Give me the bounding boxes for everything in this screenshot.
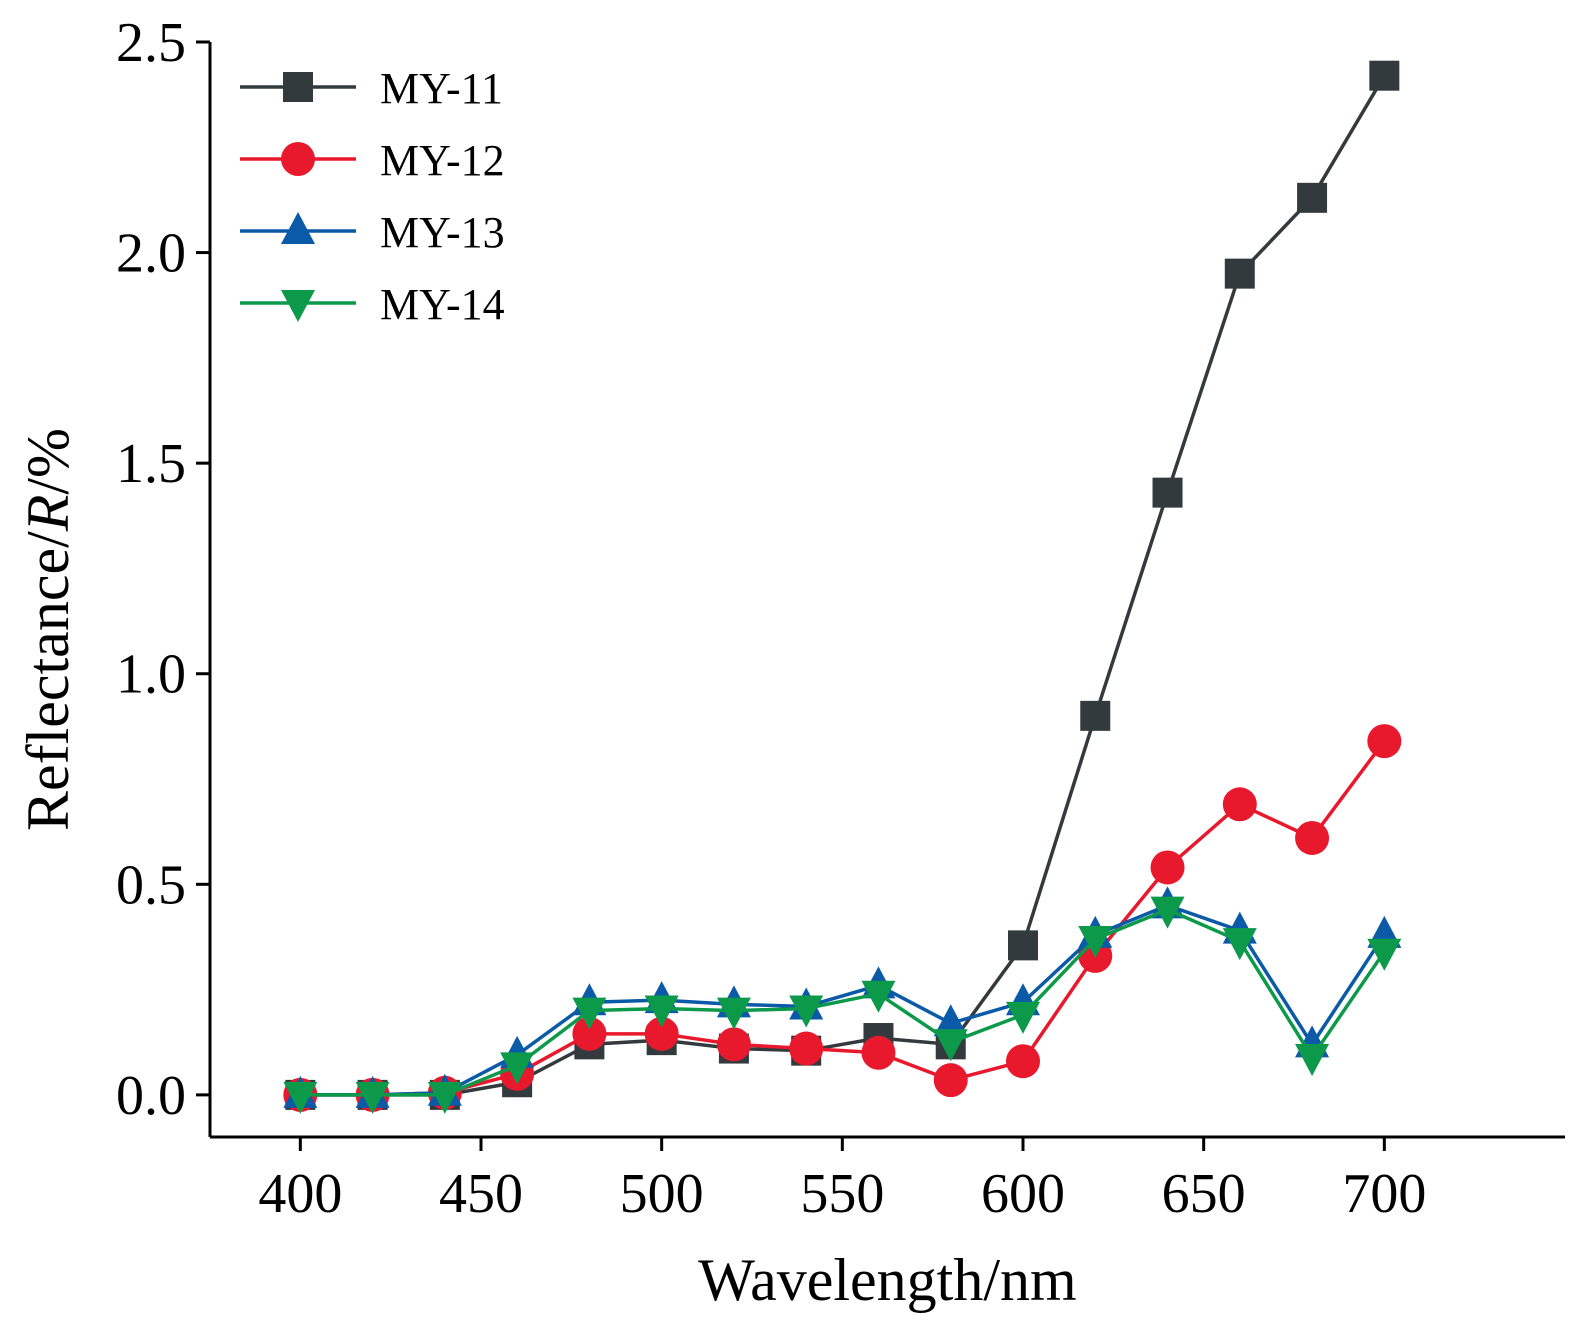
- data-point: [1152, 477, 1183, 508]
- legend-entry: MY-13: [240, 208, 505, 257]
- data-point: [1006, 1044, 1040, 1079]
- legend-label: MY-13: [380, 208, 505, 257]
- legend-marker: [281, 290, 315, 322]
- data-point: [716, 1027, 751, 1062]
- data-point: [1297, 182, 1328, 213]
- y-ticks: 0.0 0.5 1.0 1.5 2.0 2.5: [116, 12, 210, 1127]
- x-tick-label: 700: [1342, 1163, 1426, 1225]
- data-point: [933, 1004, 968, 1037]
- legend-label: MY-12: [380, 136, 505, 185]
- data-point: [1006, 1001, 1040, 1034]
- series-my-14: [283, 896, 1402, 1114]
- data-point: [1008, 930, 1038, 961]
- data-point: [1222, 787, 1257, 822]
- x-ticks: 400 450 500 550 600 650 700: [258, 1137, 1426, 1225]
- x-tick-label: 500: [620, 1163, 704, 1225]
- legend-entry: MY-11: [240, 64, 503, 113]
- data-point: [1150, 896, 1185, 929]
- data-point: [427, 1081, 462, 1114]
- data-point: [644, 995, 679, 1028]
- data-point: [1150, 850, 1185, 885]
- data-point: [355, 1081, 390, 1114]
- data-point: [1295, 1043, 1330, 1076]
- data-point: [1295, 820, 1330, 855]
- series-line: [300, 907, 1386, 1097]
- data-point: [716, 997, 751, 1030]
- legend-label: MY-11: [380, 64, 503, 113]
- y-tick-label: 2.0: [116, 223, 186, 285]
- series-line: [300, 903, 1386, 1097]
- data-point: [789, 995, 824, 1028]
- x-tick-label: 450: [439, 1163, 523, 1225]
- data-point: [1222, 928, 1257, 961]
- legend-entry: MY-14: [240, 280, 505, 329]
- data-point: [572, 997, 607, 1030]
- data-point: [644, 1016, 679, 1051]
- series-line: [300, 74, 1386, 1097]
- data-point: [283, 1081, 318, 1114]
- x-axis-label: Wavelength/nm: [698, 1247, 1076, 1313]
- data-point: [1367, 938, 1402, 971]
- legend-entry: MY-12: [240, 136, 505, 185]
- y-tick-label: 0.0: [116, 1065, 186, 1127]
- data-point: [861, 1035, 896, 1070]
- data-point: [1224, 258, 1255, 289]
- series-my-12: [283, 724, 1402, 1112]
- y-axis-label-italic: R: [15, 495, 81, 533]
- series-my-13: [283, 886, 1402, 1108]
- x-tick-label: 650: [1162, 1163, 1246, 1225]
- y-tick-label: 0.5: [116, 854, 186, 916]
- y-axis-label-prefix: Reflectance/: [15, 531, 81, 831]
- data-point: [572, 1016, 607, 1051]
- y-tick-label: 1.0: [116, 644, 186, 706]
- legend-label: MY-14: [380, 280, 505, 329]
- y-axis-label-suffix: /%: [15, 428, 81, 495]
- legend-marker: [281, 142, 315, 176]
- x-tick-label: 400: [258, 1163, 342, 1225]
- data-point: [500, 1052, 535, 1085]
- y-tick-label: 1.5: [116, 433, 186, 495]
- data-point: [1080, 700, 1111, 731]
- x-tick-label: 550: [800, 1163, 884, 1225]
- data-point: [861, 980, 896, 1013]
- y-tick-label: 2.5: [116, 12, 186, 74]
- series-layer: [283, 60, 1402, 1114]
- legend-marker: [283, 72, 313, 102]
- series-line: [300, 740, 1386, 1097]
- legend-marker: [281, 212, 315, 244]
- x-tick-label: 600: [981, 1163, 1065, 1225]
- data-point: [789, 1031, 824, 1066]
- legend: MY-11 MY-12 MY-13 MY-14: [240, 64, 505, 329]
- y-axis-label: Reflectance/R/%: [15, 428, 81, 831]
- data-point: [1367, 724, 1402, 759]
- data-point: [1078, 926, 1113, 959]
- axes: 400 450 500 550 600 650 700 0.0 0.5 1.0 1.5 2.0 2.5: [116, 12, 1565, 1225]
- data-point: [933, 1029, 968, 1062]
- data-point: [1369, 60, 1400, 91]
- data-point: [933, 1063, 968, 1098]
